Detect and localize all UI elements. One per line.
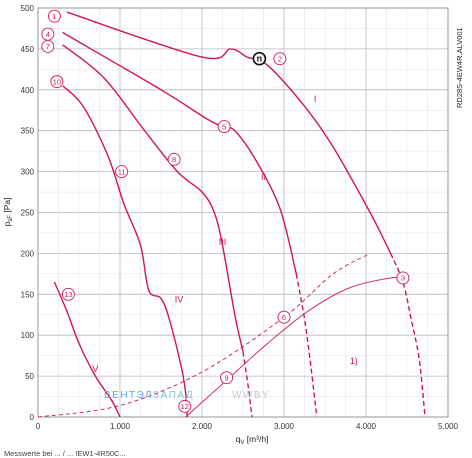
marker-circle	[167, 152, 181, 166]
y-tick-label: 200	[21, 249, 35, 258]
model-code: RD28S-4EW4R.ALV001	[455, 27, 464, 108]
curve-label: II	[261, 172, 266, 182]
watermark-part-1: ВЕНТЭЛ	[104, 390, 153, 401]
watermark: ВЕНТЭЛЗАПАД WWBY	[104, 390, 270, 401]
marker-number: 9	[225, 373, 229, 382]
marker-5: 5	[217, 120, 231, 134]
marker-circle	[41, 39, 55, 53]
marker-3: 3	[396, 271, 410, 285]
system-curve-solid	[185, 276, 403, 418]
marker-number: 1	[52, 12, 56, 21]
watermark-part-3: WWBY	[232, 390, 270, 401]
marker-9: 9	[220, 371, 234, 385]
marker-circle	[396, 271, 410, 285]
x-tick-label: 2.000	[192, 422, 213, 431]
y-tick-label: 250	[21, 209, 35, 218]
marker-number: 8	[172, 155, 176, 164]
marker-7: 7	[41, 39, 55, 53]
marker-number: 2	[278, 54, 282, 63]
curve-label: III	[219, 237, 227, 247]
curve-label: IV	[175, 294, 184, 304]
y-tick-label: 150	[21, 290, 35, 299]
marker-number: 5	[222, 122, 226, 131]
marker-circle	[277, 310, 291, 324]
y-tick-label: 500	[21, 4, 35, 13]
marker-circle	[47, 9, 61, 23]
y-tick-label: 50	[25, 372, 34, 381]
fan-curve-5	[53, 281, 121, 418]
x-tick-label: 4.000	[356, 422, 377, 431]
x-tick-label: 0	[36, 422, 41, 431]
y-tick-label: 350	[21, 127, 35, 136]
marker-2: 2	[273, 52, 287, 66]
fan-curve-4	[62, 85, 188, 418]
x-axis-label: qV [m³/h]	[236, 434, 269, 446]
fan-curve-1	[66, 11, 392, 254]
marker-circle	[273, 52, 287, 66]
x-tick-label: 5.000	[438, 422, 459, 431]
marker-13: 13	[61, 287, 75, 301]
y-tick-label: 450	[21, 45, 35, 54]
system-curve-dashed	[37, 253, 371, 418]
marker-number: 7	[46, 42, 50, 51]
marker-circle	[220, 371, 234, 385]
marker-number: 3	[401, 274, 405, 283]
fan-curve-2-dashed	[295, 273, 318, 418]
marker-6: 6	[277, 310, 291, 324]
y-tick-label: 300	[21, 168, 35, 177]
plot-frame	[37, 7, 449, 418]
marker-circle	[115, 165, 129, 179]
y-axis-label: psF [Pa]	[2, 198, 14, 227]
marker-11: 11	[115, 165, 129, 179]
marker-number: 11	[118, 167, 126, 176]
y-tick-label: 100	[21, 331, 35, 340]
operating-point-symbol: n	[257, 54, 263, 64]
operating-point: n	[252, 51, 267, 66]
x-tick-label: 3.000	[274, 422, 295, 431]
marker-circle	[217, 120, 231, 134]
operating-point-circle	[252, 51, 267, 66]
marker-number: 6	[282, 313, 286, 322]
marker-number: 4	[46, 30, 50, 39]
fan-curve-3-dashed	[242, 351, 253, 418]
curve-label: I	[314, 94, 317, 104]
marker-10: 10	[50, 75, 64, 89]
axes: 0 1.000 2.000 3.000 4.000 5.00005010015020025…	[21, 4, 459, 431]
fan-curve-3	[62, 44, 244, 352]
y-tick-label: 0	[30, 413, 35, 422]
y-tick-label: 400	[21, 86, 35, 95]
marker-8: 8	[167, 152, 181, 166]
note-label: 1)	[350, 356, 358, 366]
marker-circle	[178, 399, 192, 413]
x-tick-label: 1.000	[110, 422, 131, 431]
curve-label: V	[92, 364, 98, 374]
fan-curve-2	[62, 31, 297, 275]
marker-number: 12	[181, 402, 189, 411]
marker-1: 1	[47, 9, 61, 23]
curves	[37, 11, 426, 418]
footer-note: Messwerte bei ... / ... IEW1-4R50C...	[4, 449, 126, 458]
marker-circle	[61, 287, 75, 301]
marker-number: 10	[53, 77, 61, 86]
marker-number: 13	[64, 290, 72, 299]
marker-circle	[50, 75, 64, 89]
svg-text:ВЕНТЭЛЗАПАД: ВЕНТЭЛЗАПАД	[104, 390, 194, 401]
marker-4: 4	[41, 27, 55, 41]
watermark-part-2: ЗАПАД	[153, 390, 194, 401]
fan-curve-1-dashed	[389, 253, 426, 418]
marker-12: 12	[178, 399, 192, 413]
